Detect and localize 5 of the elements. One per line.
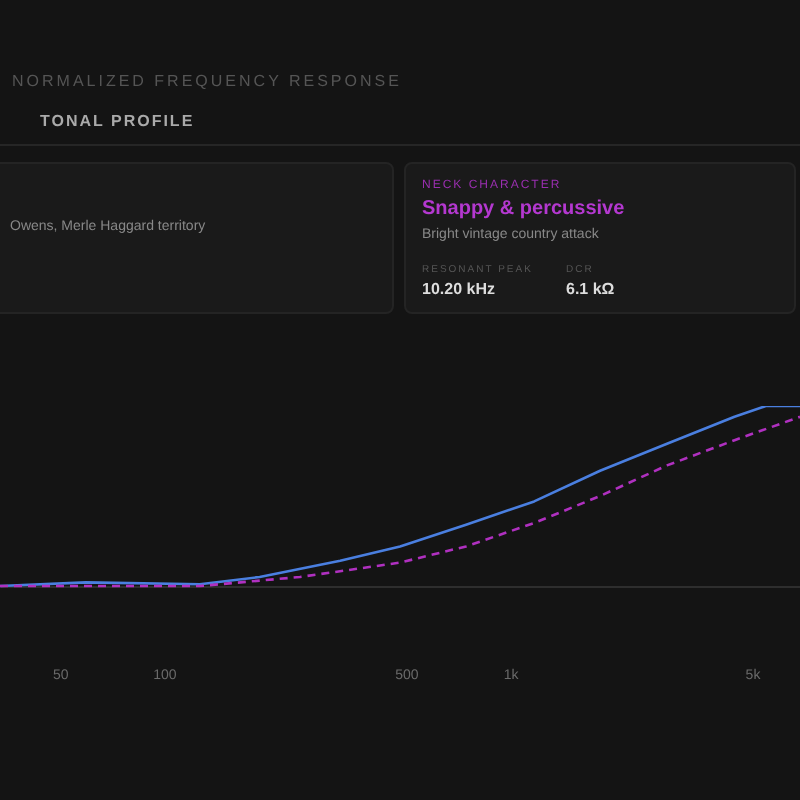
chart-title: NORMALIZED FREQUENCY RESPONSE [12, 72, 402, 90]
text: 10.20 kHz [422, 280, 495, 298]
text: TONAL PROFILE [40, 112, 195, 130]
text: 6.1 kΩ [566, 280, 615, 298]
text: Snappy & percussive [422, 198, 625, 220]
